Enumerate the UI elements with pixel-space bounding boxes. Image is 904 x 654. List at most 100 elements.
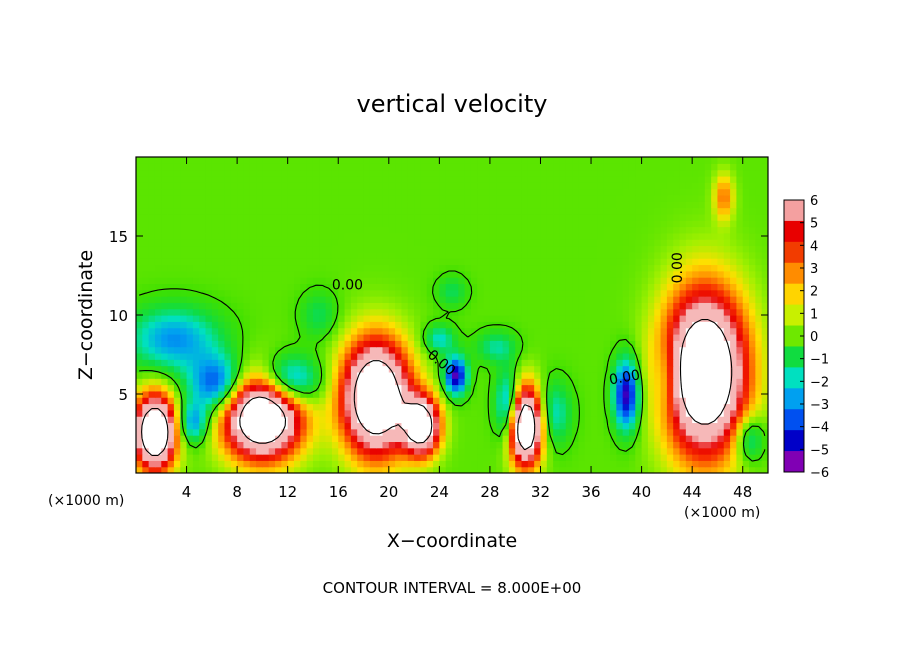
heatmap-cell: [148, 213, 156, 221]
heatmap-cell: [199, 352, 207, 360]
heatmap-cell: [477, 163, 485, 171]
heatmap-cell: [369, 182, 377, 190]
heatmap-cell: [363, 441, 371, 449]
heatmap-cell: [256, 277, 263, 284]
heatmap-cell: [148, 409, 156, 417]
heatmap-cell: [433, 175, 440, 183]
heatmap-cell: [515, 327, 523, 335]
heatmap-cell: [698, 264, 706, 272]
heatmap-cell: [698, 163, 706, 171]
heatmap-cell: [192, 175, 200, 183]
heatmap-cell: [218, 441, 226, 449]
heatmap-cell: [249, 321, 257, 329]
heatmap-cell: [414, 201, 421, 209]
heatmap-cell: [192, 207, 200, 215]
heatmap-cell: [704, 340, 712, 348]
heatmap-cell: [249, 409, 257, 417]
heatmap-cell: [470, 454, 478, 461]
heatmap-cell: [433, 245, 440, 253]
heatmap-cell: [211, 169, 219, 177]
heatmap-cell: [357, 466, 365, 473]
heatmap-cell: [218, 466, 226, 473]
heatmap-cell: [641, 315, 649, 322]
heatmap-cell: [148, 346, 156, 354]
heatmap-cell: [401, 422, 409, 430]
heatmap-cell: [584, 220, 592, 228]
heatmap-cell: [591, 346, 598, 354]
heatmap-cell: [312, 264, 320, 272]
heatmap-cell: [445, 258, 453, 266]
heatmap-cell: [591, 207, 598, 215]
heatmap-cell: [704, 428, 712, 436]
heatmap-cell: [414, 384, 421, 392]
heatmap-cell: [628, 194, 636, 202]
heatmap-cell: [344, 302, 352, 310]
heatmap-cell: [407, 352, 415, 360]
heatmap-cell: [553, 163, 561, 171]
heatmap-cell: [704, 365, 712, 373]
heatmap-cell: [603, 226, 611, 234]
heatmap-cell: [578, 245, 586, 253]
heatmap-cell: [420, 289, 428, 297]
heatmap-cell: [243, 447, 251, 455]
heatmap-cell: [445, 409, 453, 417]
heatmap-cell: [704, 226, 712, 234]
heatmap-cell: [388, 321, 396, 329]
heatmap-cell: [287, 207, 295, 215]
heatmap-cell: [281, 239, 289, 247]
heatmap-cell: [199, 327, 207, 335]
heatmap-cell: [414, 333, 421, 341]
heatmap-cell: [218, 245, 226, 253]
heatmap-cell: [559, 207, 567, 215]
heatmap-cell: [559, 441, 567, 449]
heatmap-cell: [249, 315, 257, 322]
heatmap-cell: [325, 447, 333, 455]
heatmap-cell: [363, 384, 371, 392]
heatmap-cell: [647, 441, 655, 449]
heatmap-cell: [647, 175, 655, 183]
heatmap-cell: [395, 175, 403, 183]
heatmap-cell: [521, 340, 529, 348]
heatmap-cell: [395, 302, 403, 310]
heatmap-cell: [603, 157, 611, 164]
heatmap-cell: [470, 333, 478, 341]
heatmap-cell: [338, 447, 346, 455]
heatmap-cell: [148, 157, 156, 164]
heatmap-cell: [452, 226, 459, 234]
heatmap-cell: [641, 403, 649, 411]
heatmap-cell: [755, 416, 763, 424]
heatmap-cell: [736, 226, 744, 234]
heatmap-cell: [603, 207, 611, 215]
heatmap-cell: [515, 226, 523, 234]
heatmap-cell: [218, 454, 226, 461]
heatmap-cell: [148, 365, 156, 373]
heatmap-cell: [458, 359, 466, 367]
heatmap-cell: [249, 188, 257, 196]
heatmap-cell: [230, 365, 238, 373]
heatmap-cell: [692, 245, 700, 253]
heatmap-cell: [224, 378, 232, 386]
heatmap-cell: [717, 416, 725, 424]
heatmap-cell: [136, 163, 143, 171]
heatmap-cell: [578, 390, 586, 398]
heatmap-cell: [553, 169, 561, 177]
heatmap-cell: [344, 384, 352, 392]
heatmap-cell: [673, 441, 681, 449]
heatmap-cell: [357, 390, 365, 398]
heatmap-cell: [647, 397, 655, 405]
heatmap-cell: [496, 454, 504, 461]
heatmap-cell: [319, 270, 327, 278]
heatmap-cell: [268, 308, 276, 316]
heatmap-cell: [553, 378, 561, 386]
heatmap-cell: [420, 416, 428, 424]
heatmap-cell: [148, 403, 156, 411]
heatmap-cell: [673, 365, 681, 373]
heatmap-cell: [275, 460, 282, 468]
heatmap-cell: [527, 428, 535, 436]
heatmap-cell: [445, 201, 453, 209]
heatmap-cell: [584, 435, 592, 442]
heatmap-cell: [161, 175, 169, 183]
heatmap-cell: [148, 194, 156, 202]
heatmap-cell: [287, 416, 295, 424]
heatmap-cell: [426, 340, 434, 348]
